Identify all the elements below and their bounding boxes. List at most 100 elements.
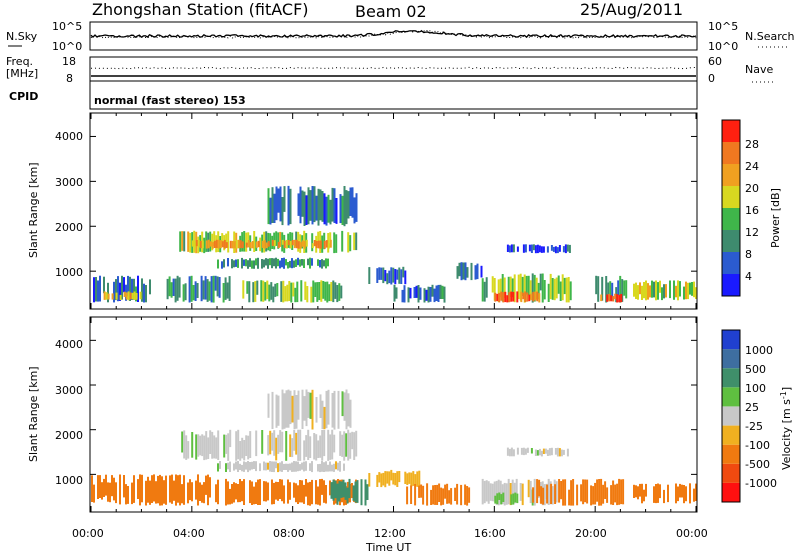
power-strip	[512, 291, 515, 302]
velocity-strip	[503, 482, 506, 506]
noise-left-tick-bottom: 10^0	[52, 40, 82, 53]
velocity-strip	[295, 483, 297, 503]
velocity-strip	[307, 391, 310, 418]
power-strip	[216, 276, 219, 297]
date-label: 25/Aug/2011	[580, 0, 683, 19]
velocity-strip	[259, 463, 261, 472]
power-strip	[378, 267, 381, 280]
power-strip	[503, 277, 506, 298]
velocity-colorbar-title-end: ]	[780, 387, 793, 391]
velocity-strip	[442, 488, 445, 505]
power-strip	[287, 240, 290, 246]
power-strip	[551, 278, 554, 300]
velocity-strip	[215, 484, 217, 503]
power-strip	[270, 282, 273, 300]
power-strip	[311, 258, 313, 266]
velocity-strip	[338, 481, 341, 502]
velocity-strip	[103, 478, 105, 497]
power-strip	[285, 259, 287, 266]
power-strip	[249, 258, 251, 267]
velocity-strip	[101, 482, 103, 500]
velocity-strip	[558, 448, 561, 457]
velocity-cell	[267, 389, 352, 430]
power-strip	[178, 277, 181, 298]
power-strip	[355, 193, 358, 222]
velocity-strip	[321, 400, 324, 430]
velocity-strip	[235, 483, 237, 500]
velocity-strip	[604, 481, 607, 499]
velocity-strip	[187, 441, 190, 459]
power-strip	[187, 231, 190, 252]
velocity-strip	[422, 485, 425, 505]
power-strip	[191, 240, 194, 247]
power-strip	[289, 232, 292, 249]
power-strip	[530, 244, 533, 253]
velocity-strip	[109, 482, 111, 503]
velocity-strip	[331, 429, 334, 460]
power-strip	[297, 241, 300, 249]
velocity-strip	[281, 479, 283, 502]
velocity-strip	[155, 481, 157, 504]
power-strip	[508, 292, 511, 303]
power-strip	[353, 232, 356, 251]
velocity-strip	[332, 479, 335, 501]
power-strip	[226, 282, 229, 299]
power-strip	[188, 276, 191, 303]
power-strip	[291, 258, 293, 269]
velocity-strip	[271, 432, 274, 451]
power-strip	[619, 275, 622, 303]
power-strip	[325, 240, 328, 248]
power-strip	[607, 282, 610, 301]
velocity-strip	[309, 463, 311, 471]
velocity-strip	[679, 483, 681, 498]
velocity-ytick-4000: 4000	[55, 338, 83, 351]
velocity-cell	[91, 474, 219, 506]
velocity-strip	[536, 450, 539, 456]
power-strip	[319, 260, 321, 268]
velocity-strip	[562, 479, 565, 506]
power-strip	[669, 280, 671, 299]
power-strip	[189, 232, 192, 253]
velocity-strip	[223, 434, 226, 458]
velocity-strip	[205, 431, 208, 460]
power-strip	[541, 273, 544, 303]
power-strip	[542, 246, 545, 253]
velocity-strip	[253, 486, 255, 505]
power-strip	[511, 278, 514, 298]
power-strip	[143, 283, 145, 303]
power-strip	[290, 282, 293, 303]
velocity-strip	[498, 492, 501, 500]
velocity-strip	[333, 463, 335, 472]
velocity-strip	[305, 435, 308, 457]
velocity-strip	[464, 484, 467, 505]
velocity-strip	[225, 478, 227, 506]
velocity-strip	[412, 471, 415, 486]
velocity-strip	[229, 461, 231, 472]
power-strip	[547, 283, 550, 302]
power-strip	[241, 241, 244, 249]
power-strip	[217, 259, 219, 269]
velocity-strip	[594, 482, 597, 505]
power-cbar-tick-12: 12	[745, 226, 759, 239]
velocity-strip	[610, 485, 613, 505]
power-strip	[192, 285, 195, 301]
velocity-strip	[267, 482, 269, 501]
power-strip	[549, 273, 552, 300]
velocity-strip	[199, 435, 202, 456]
power-strip	[393, 284, 396, 302]
power-strip	[305, 195, 308, 225]
velocity-strip	[227, 481, 229, 505]
power-strip	[277, 188, 280, 213]
velocity-strip	[161, 476, 163, 506]
velocity-strip	[303, 484, 305, 504]
power-strip	[311, 233, 314, 252]
velocity-strip	[245, 462, 247, 470]
power-strip	[470, 262, 473, 281]
xaxis-label: Time UT	[365, 541, 411, 554]
power-strip	[239, 240, 242, 249]
power-strip	[338, 283, 341, 301]
power-strip	[609, 281, 612, 301]
xtick-1600: 16:00	[474, 527, 506, 540]
velocity-strip	[544, 448, 547, 454]
power-strip	[345, 190, 348, 225]
